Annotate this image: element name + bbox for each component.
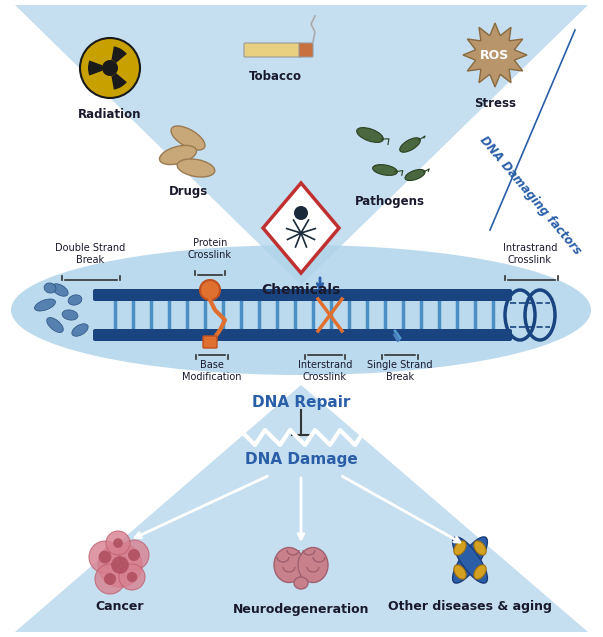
Circle shape — [106, 531, 130, 555]
Circle shape — [99, 550, 112, 563]
Ellipse shape — [274, 547, 304, 582]
Ellipse shape — [454, 565, 466, 579]
Circle shape — [200, 280, 220, 300]
Wedge shape — [112, 73, 127, 90]
Text: Other diseases & aging: Other diseases & aging — [388, 600, 552, 613]
Ellipse shape — [177, 159, 215, 177]
Text: Chemicals: Chemicals — [261, 283, 341, 297]
Circle shape — [104, 573, 116, 585]
Circle shape — [89, 541, 121, 573]
Circle shape — [127, 572, 137, 582]
Polygon shape — [15, 5, 588, 285]
Circle shape — [128, 549, 140, 561]
Text: Base
Modification: Base Modification — [182, 360, 242, 382]
Circle shape — [119, 564, 145, 590]
Ellipse shape — [474, 541, 486, 555]
Wedge shape — [112, 47, 127, 63]
Text: Neurodegeneration: Neurodegeneration — [233, 603, 369, 616]
Ellipse shape — [52, 283, 68, 296]
Wedge shape — [88, 61, 103, 76]
Polygon shape — [263, 183, 339, 273]
Ellipse shape — [474, 565, 486, 579]
Ellipse shape — [454, 541, 466, 555]
Ellipse shape — [46, 317, 63, 333]
Text: Single Strand
Break: Single Strand Break — [367, 360, 433, 382]
FancyBboxPatch shape — [93, 289, 512, 301]
Ellipse shape — [357, 127, 384, 143]
Ellipse shape — [44, 283, 56, 293]
Text: Tobacco: Tobacco — [248, 70, 302, 83]
Circle shape — [95, 564, 125, 594]
Circle shape — [80, 38, 140, 98]
FancyBboxPatch shape — [93, 329, 512, 341]
Text: ROS: ROS — [481, 48, 510, 62]
Ellipse shape — [298, 547, 328, 582]
Text: DNA Repair: DNA Repair — [252, 395, 350, 410]
Ellipse shape — [11, 245, 591, 375]
Polygon shape — [15, 385, 588, 632]
FancyBboxPatch shape — [299, 43, 313, 57]
Ellipse shape — [72, 324, 88, 336]
Text: Interstrand
Crosslink: Interstrand Crosslink — [298, 360, 352, 382]
Ellipse shape — [405, 169, 425, 180]
Text: DNA Damage: DNA Damage — [245, 452, 358, 467]
Text: Protein
Crosslink: Protein Crosslink — [188, 238, 232, 260]
Ellipse shape — [294, 577, 308, 589]
Circle shape — [98, 543, 142, 587]
Circle shape — [119, 540, 149, 570]
FancyBboxPatch shape — [402, 330, 511, 340]
Circle shape — [294, 206, 308, 220]
FancyBboxPatch shape — [94, 330, 396, 340]
Polygon shape — [463, 23, 527, 87]
Ellipse shape — [160, 145, 197, 164]
Text: DNA Damaging factors: DNA Damaging factors — [477, 133, 583, 257]
Text: Stress: Stress — [474, 97, 516, 110]
Ellipse shape — [400, 138, 420, 152]
FancyBboxPatch shape — [244, 43, 301, 57]
Ellipse shape — [62, 310, 78, 320]
FancyBboxPatch shape — [203, 336, 217, 348]
Text: Double Strand
Break: Double Strand Break — [55, 243, 125, 265]
Text: Pathogens: Pathogens — [355, 195, 425, 208]
Text: Cancer: Cancer — [96, 600, 144, 613]
Ellipse shape — [373, 164, 397, 175]
Ellipse shape — [68, 295, 82, 305]
Ellipse shape — [453, 537, 487, 583]
Text: Radiation: Radiation — [78, 108, 142, 121]
Circle shape — [111, 556, 129, 574]
Circle shape — [102, 60, 118, 76]
Ellipse shape — [453, 537, 487, 583]
Text: Drugs: Drugs — [168, 185, 207, 198]
Ellipse shape — [171, 126, 205, 150]
Ellipse shape — [34, 299, 55, 311]
Circle shape — [113, 538, 123, 548]
Text: Intrastrand
Crosslink: Intrastrand Crosslink — [503, 243, 557, 265]
